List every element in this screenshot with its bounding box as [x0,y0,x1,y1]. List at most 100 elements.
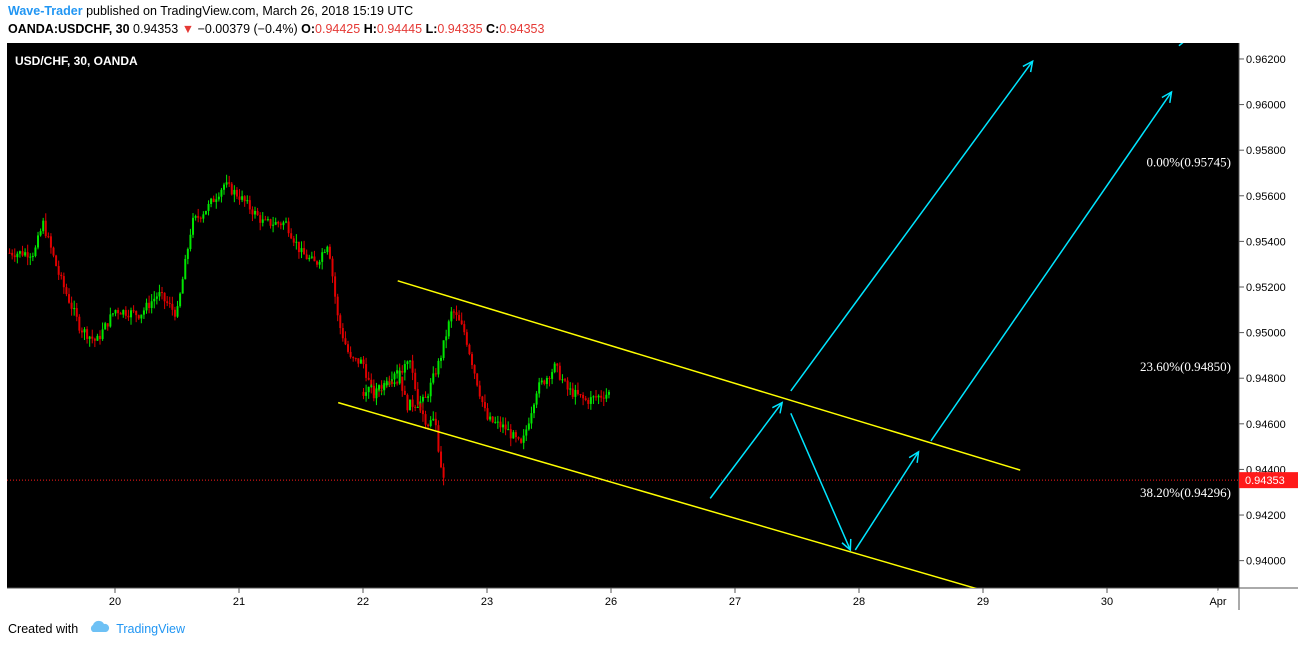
candle-body [109,314,112,327]
projection-arrow[interactable] [790,60,1034,392]
candle-body [42,220,45,232]
candle-body [409,360,412,362]
candle-body [186,248,189,259]
x-tick-label: 20 [109,596,121,608]
x-tick-label: Apr [1209,596,1226,608]
chart-title: USD/CHF, 30, OANDA [15,54,138,68]
candle-body [75,308,78,317]
candle-body [442,340,445,358]
candle-body [261,219,264,223]
candle-body [13,255,16,258]
candle-body [285,221,288,223]
candle-body [212,198,215,202]
candle-body [357,358,360,364]
candle-body [587,399,590,404]
candle-body [569,388,572,390]
candle-body [163,292,166,302]
candle-body [380,385,383,389]
candle-body [111,313,114,315]
y-tick-label: 0.94600 [1246,419,1286,431]
high-label: H: [363,22,377,36]
publish-text: published on TradingView.com, March 26, … [86,4,414,18]
candle-body [210,198,213,204]
candle-body [313,256,316,262]
candle-body [401,376,404,391]
projection-arrow[interactable] [930,91,1173,442]
candle-body [127,315,130,318]
candle-body [161,292,164,294]
projection-arrow[interactable] [790,413,852,551]
candle-body [132,310,135,312]
candle-body [595,396,598,398]
candle-body [388,381,391,383]
candle-body [235,189,238,197]
x-tick-label: 27 [729,596,741,608]
projection-arrow[interactable] [854,451,920,551]
candle-body [140,314,143,319]
candle-body [553,363,556,373]
candle-body [274,221,277,225]
candle-body [282,222,285,226]
candle-body [287,221,290,234]
candle-body [486,408,489,420]
candle-body [297,241,300,253]
candle-body [142,310,145,315]
candle-body [349,351,352,358]
candle-body [173,309,176,317]
candle-body [93,338,96,341]
candle-body [414,406,417,408]
candle-body [393,373,396,380]
candle-body [471,354,474,366]
candle-body [396,382,399,384]
candle-body [520,438,523,443]
author-link[interactable]: Wave-Trader [8,4,83,18]
x-tick-label: 30 [1101,596,1113,608]
candle-body [409,399,412,411]
y-tick-label: 0.94800 [1246,373,1286,385]
candle-body [383,385,386,389]
candle-body [579,394,582,396]
arrowhead [772,401,784,414]
candle-body [354,358,357,360]
candle-body [390,382,393,384]
candle-body [8,252,11,254]
candle-body [504,424,507,430]
candle-body [130,310,133,318]
candle-body [256,210,259,216]
channel-line[interactable] [337,401,978,589]
candle-body [367,386,370,393]
candle-body [527,423,530,430]
candle-body [347,344,350,352]
candle-body [305,254,308,260]
candle-body [334,276,337,297]
candle-body [49,236,52,248]
tradingview-link[interactable]: TradingView [116,621,185,636]
low-label: L: [425,22,438,36]
candle-body [318,261,321,265]
y-tick-label: 0.96000 [1246,100,1286,112]
projection-arrow[interactable] [1178,34,1194,47]
candle-body [535,393,538,405]
last-value: 0.94353 [133,22,179,36]
candle-body [124,310,127,316]
candle-body [411,360,414,373]
candle-body [551,372,554,379]
candle-body [179,293,182,307]
fib-level-label: 0.00%(0.95745) [1147,155,1232,170]
candle-body [34,247,37,256]
candle-body [223,184,226,190]
candle-body [494,421,497,423]
candle-body [246,200,249,202]
candle-body [341,328,344,339]
candle-body [171,303,174,310]
channel-line[interactable] [397,280,1021,471]
candle-body [455,312,458,316]
y-tick-label: 0.94000 [1246,556,1286,568]
projection-arrow[interactable] [709,402,783,499]
y-tick-label: 0.95600 [1246,191,1286,203]
candle-body [207,203,210,211]
candle-body [434,373,437,375]
close-value: 0.94353 [499,22,545,36]
last-price-label: 0.94353 [1245,475,1285,487]
